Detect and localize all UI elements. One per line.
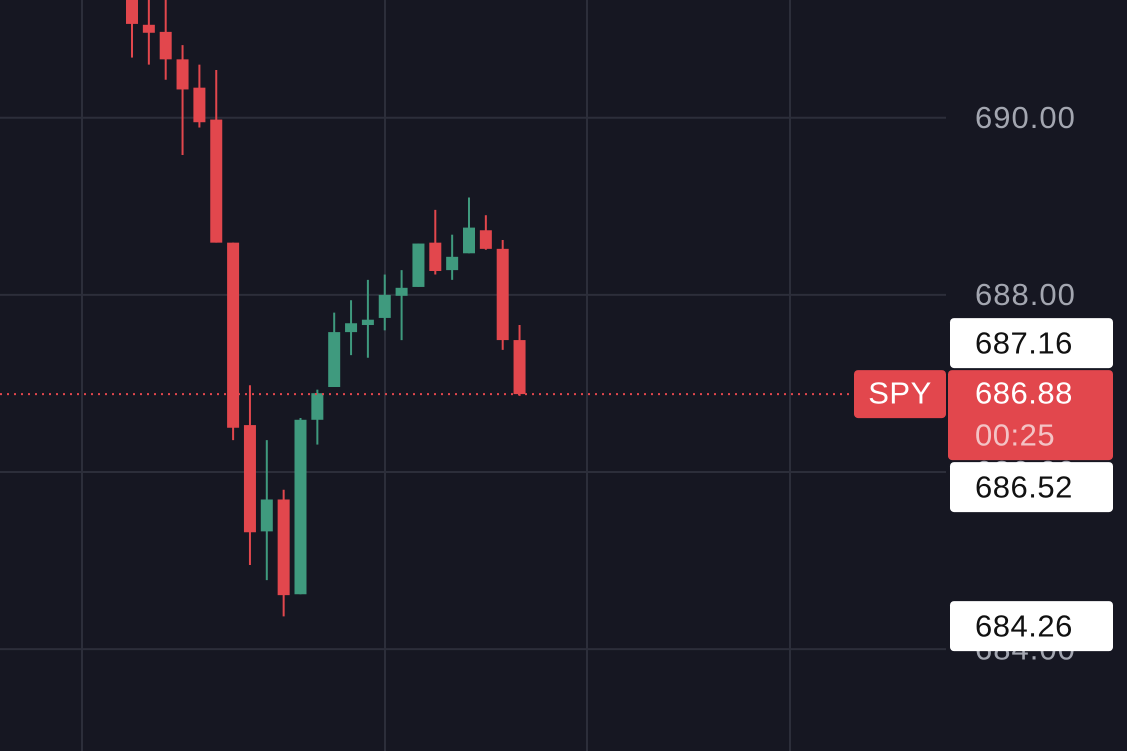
candle-body [395,287,408,296]
candle-body [479,230,492,249]
candle-body [446,256,459,271]
symbol-tag [854,370,946,419]
candle-body [193,87,206,123]
candle-body [463,227,475,254]
candle-body [176,59,189,90]
price-label: 686.52 [975,469,1073,504]
price-label-box [950,462,1113,513]
candle-body [277,499,290,596]
candle-body [260,499,273,532]
candle-body [412,243,425,287]
price-label: 687.16 [975,325,1073,360]
candle-body [142,24,155,33]
candle-body [126,0,138,24]
y-tick-label: 688.00 [975,277,1076,312]
candle-body [361,319,374,326]
last-price: 686.88 [975,375,1073,410]
price-label-box [950,601,1113,652]
candle-body [513,340,526,395]
countdown: 00:25 [975,417,1055,452]
candle-body [227,242,240,428]
symbol: SPY [868,375,932,410]
candle-body [345,323,358,333]
last-price-box [948,370,1113,461]
candle-body [243,425,256,533]
candle-body [311,393,324,420]
time-grid [81,0,791,751]
candle-body [210,119,223,243]
candle-body [159,31,172,60]
candle-body [294,419,307,595]
price-label-box [950,318,1113,369]
price-label: 684.26 [975,608,1073,643]
candle-body [378,294,391,318]
candle-body [328,332,341,388]
candle-body [496,248,509,341]
y-tick-label: 690.00 [975,100,1076,135]
candle-body [429,242,442,271]
